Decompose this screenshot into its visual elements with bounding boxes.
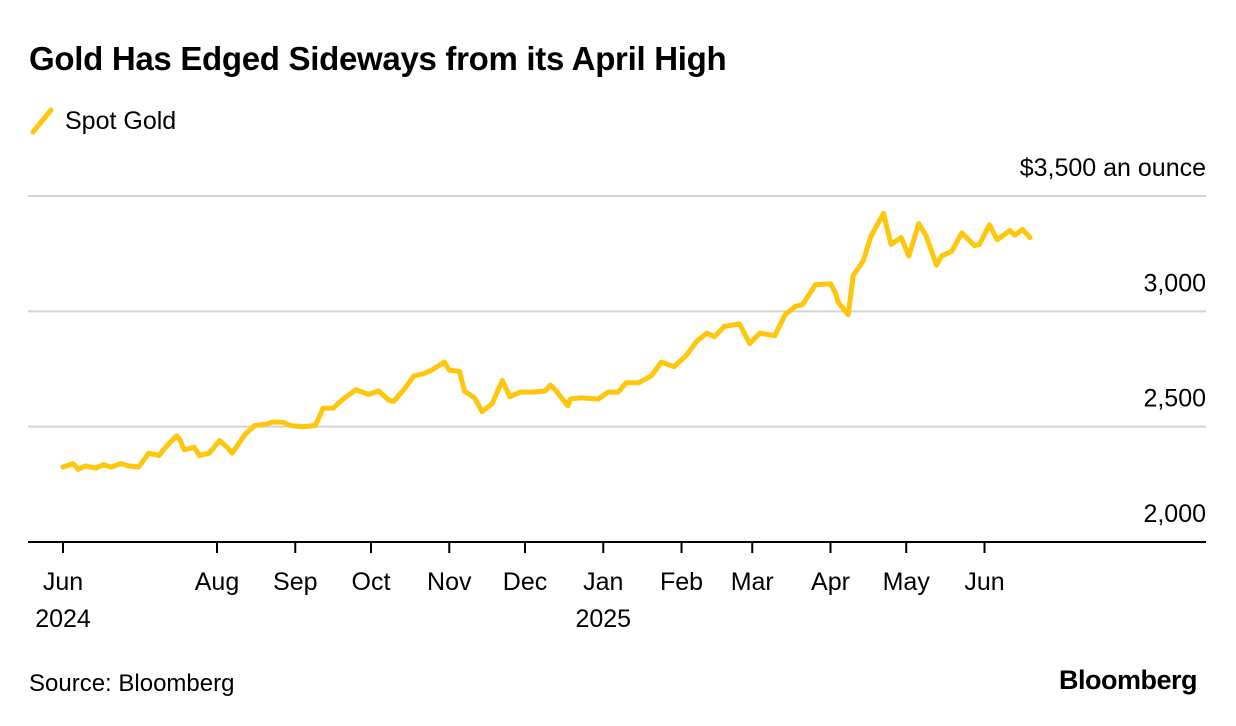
x-tick-label: Jun xyxy=(964,568,1004,596)
x-tick-label: Feb xyxy=(660,568,703,596)
x-tick-label: Dec xyxy=(503,568,547,596)
y-tick-label: 2,500 xyxy=(1143,385,1206,413)
legend-label: Spot Gold xyxy=(65,106,177,135)
chart-title: Gold Has Edged Sideways from its April H… xyxy=(29,40,727,77)
x-tick-label: Oct xyxy=(352,568,391,596)
x-tick-label: May xyxy=(883,568,931,596)
x-tick-label: Jan xyxy=(583,568,623,596)
x-tick-label: Nov xyxy=(427,568,472,596)
brand-logo: Bloomberg xyxy=(1058,665,1198,695)
legend: Spot Gold xyxy=(29,106,176,136)
x-tick-year-label: 2024 xyxy=(35,605,91,633)
x-tick-label: Jun xyxy=(43,568,83,596)
series-line-spot-gold xyxy=(60,210,1033,472)
x-tick-label: Mar xyxy=(731,568,774,596)
x-tick-label: Sep xyxy=(273,568,317,596)
x-tick-year-label: 2025 xyxy=(575,605,631,633)
x-tick-label: Apr xyxy=(811,568,850,596)
y-tick-label: 3,000 xyxy=(1143,269,1206,297)
y-tick-label: 2,000 xyxy=(1143,500,1206,528)
x-tick-label: Aug xyxy=(195,568,239,596)
line-chart: 2,000 2,500 3,000 $3,500 an ounce Jun 2024 Aug… xyxy=(28,154,1206,633)
legend-swatch xyxy=(30,107,54,135)
source-note: Source: Bloomberg xyxy=(29,670,235,697)
y-tick-label: $3,500 an ounce xyxy=(1020,154,1206,182)
